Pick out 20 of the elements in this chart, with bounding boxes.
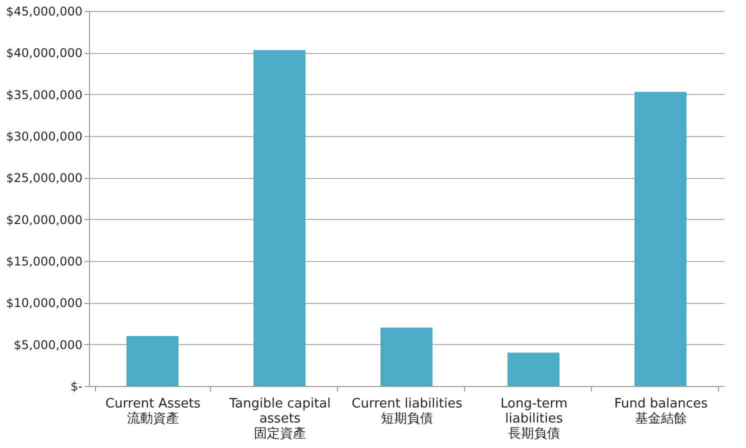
bar <box>254 50 306 386</box>
x-tick-label: Tangible capital assets 固定資產 <box>228 396 331 442</box>
x-tick-label: Fund balances 基金結餘 <box>614 396 708 426</box>
y-tick-label: $- <box>70 380 82 394</box>
bar <box>508 352 560 386</box>
bar <box>126 336 178 386</box>
y-tick-label: $20,000,000 <box>6 212 82 227</box>
y-tick-label: $40,000,000 <box>6 46 82 60</box>
y-tick-label: $45,000,000 <box>6 4 82 18</box>
bar <box>634 92 686 386</box>
y-tick-label: $35,000,000 <box>6 88 82 102</box>
x-tick-label: Current Assets 流動資產 <box>105 396 201 426</box>
x-tick-label: Long-term liabilities 長期負債 <box>500 396 568 442</box>
bar <box>380 328 432 386</box>
y-tick-label: $30,000,000 <box>6 130 82 144</box>
y-tick-label: $5,000,000 <box>14 338 82 352</box>
x-tick-label: Current liabilities 短期負債 <box>352 396 463 426</box>
y-tick-label: $15,000,000 <box>6 254 82 268</box>
y-tick-label: $10,000,000 <box>6 296 82 310</box>
y-tick-label: $25,000,000 <box>6 171 82 186</box>
